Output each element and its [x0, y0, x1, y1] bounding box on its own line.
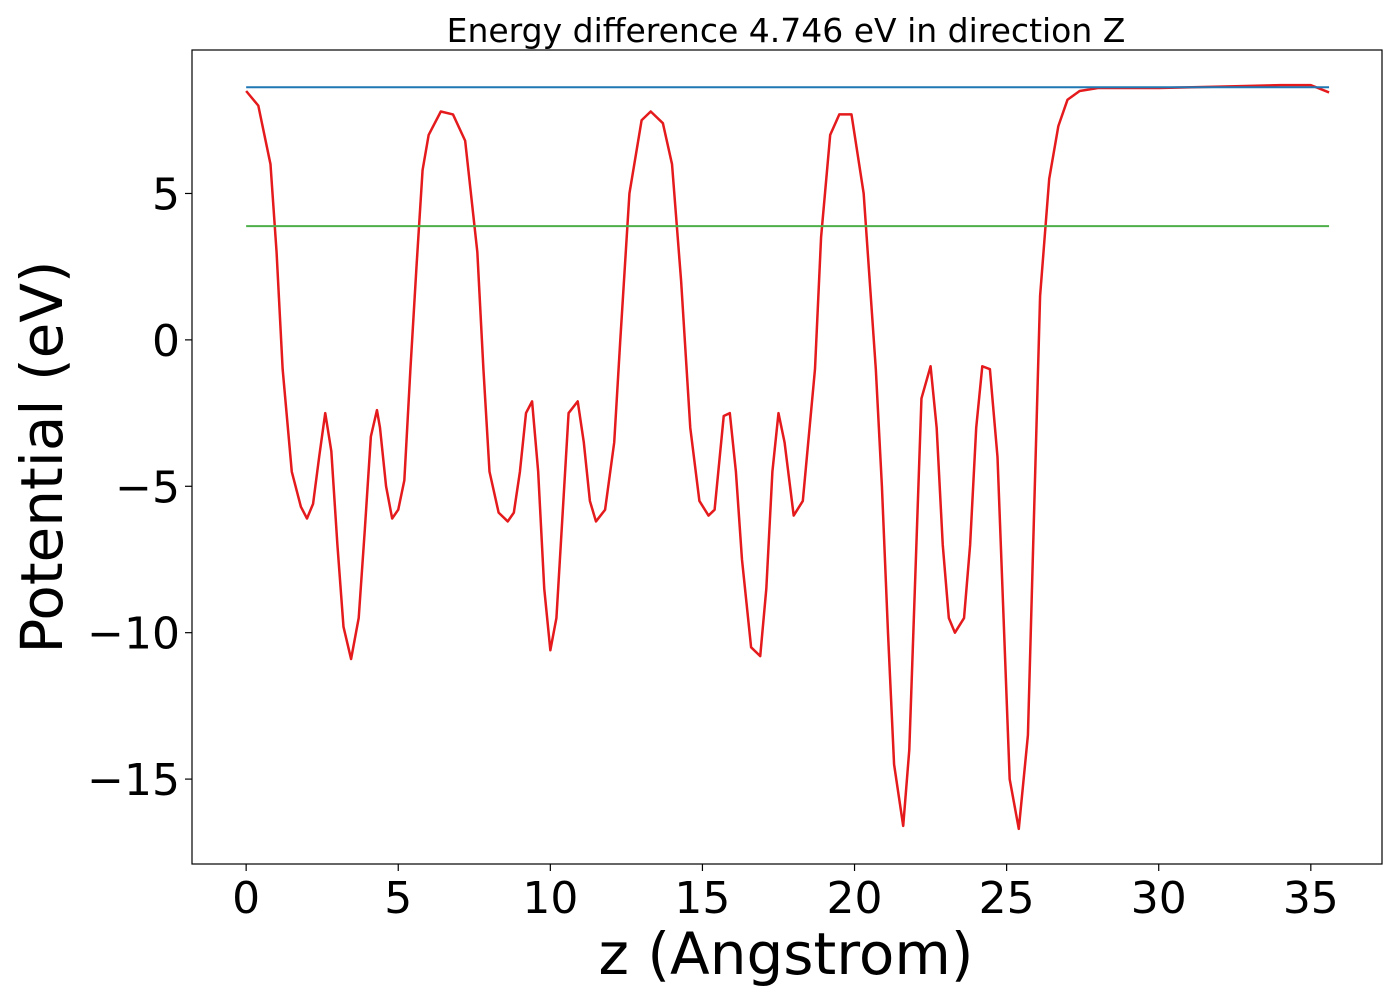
series-line-0: [245, 83, 1330, 831]
x-axis-label: z (Angstrom): [599, 920, 974, 988]
x-tick-label: 30: [1131, 873, 1187, 924]
x-tick-label: 10: [522, 873, 578, 924]
plot-frame: [191, 49, 1383, 865]
y-tick-label: 0: [152, 316, 180, 367]
x-tick-label: 35: [1283, 873, 1339, 924]
y-axis: 5 0 −5 −10 −15: [87, 169, 192, 806]
x-axis: 0 5 10 15 20 25 30 35: [232, 864, 1339, 924]
x-tick-label: 5: [384, 873, 412, 924]
x-tick-label: 15: [674, 873, 730, 924]
y-axis-label: Potential (eV): [8, 260, 76, 653]
y-tick-label: −10: [87, 609, 180, 660]
y-tick-label: 5: [152, 169, 180, 220]
x-tick-label: 0: [232, 873, 260, 924]
x-tick-label: 25: [979, 873, 1035, 924]
y-tick-label: −5: [115, 462, 180, 513]
y-tick-label: −15: [87, 755, 180, 806]
chart-title: Energy difference 4.746 eV in direction …: [447, 11, 1126, 50]
series-layer: [245, 83, 1330, 831]
x-tick-label: 20: [827, 873, 883, 924]
